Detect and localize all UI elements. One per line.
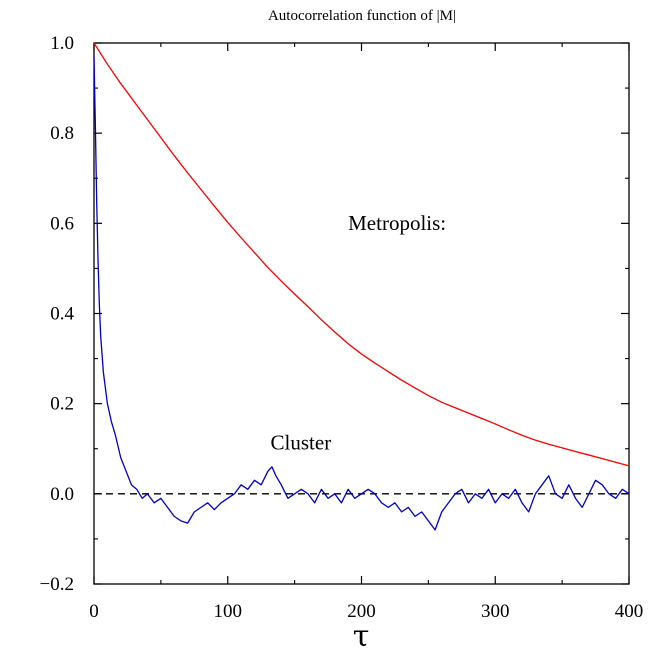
cluster-series-line [93,56,630,531]
x-tick-label: 300 [481,601,510,622]
y-tick-label: 0.8 [50,123,74,144]
annotations: Metropolis: Cluster [271,211,447,455]
plot-frame [93,42,630,585]
x-tick-label: 200 [347,601,376,622]
y-tick-label: 0.6 [50,213,74,234]
metropolis-series-line [93,42,630,467]
y-tick-label: −0.2 [40,574,74,595]
x-tick-label: 400 [615,601,644,622]
x-axis-label: τ [353,619,370,654]
series-lines [93,42,630,531]
y-tick-label: 0.4 [50,304,74,325]
chart-title: Autocorrelation function of |M| [268,8,456,24]
cluster-annotation: Cluster [271,431,332,455]
y-tick-label: 1.0 [50,33,74,54]
y-tick-label: 0.2 [50,394,74,415]
x-tick-label: 100 [214,601,243,622]
y-tick-label: 0.0 [50,484,74,505]
axis-ticks: 0 100 200 300 400 −0.2 0.0 0.2 0.4 0.6 0.8 1.0 [40,33,644,622]
metropolis-annotation: Metropolis: [348,211,446,235]
x-tick-label: 0 [89,601,99,622]
